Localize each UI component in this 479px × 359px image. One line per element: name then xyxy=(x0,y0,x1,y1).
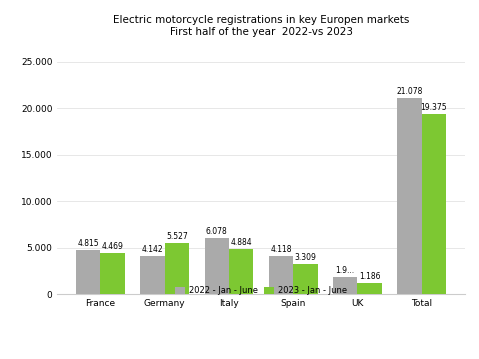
Bar xyxy=(357,283,382,294)
Text: 4.884: 4.884 xyxy=(230,238,252,247)
Text: 4.118: 4.118 xyxy=(270,245,292,254)
Text: 4.469: 4.469 xyxy=(102,242,124,251)
Bar xyxy=(229,249,253,294)
Bar xyxy=(76,250,101,294)
Bar xyxy=(101,253,125,294)
Text: 4.815: 4.815 xyxy=(78,239,99,248)
Text: 21.078: 21.078 xyxy=(396,87,422,96)
Text: 1.9...: 1.9... xyxy=(336,266,355,275)
Bar xyxy=(397,98,422,294)
Title: Electric motorcycle registrations in key Europen markets
First half of the year : Electric motorcycle registrations in key… xyxy=(113,15,409,37)
Text: 6.078: 6.078 xyxy=(206,227,228,236)
Bar xyxy=(293,264,318,294)
Bar xyxy=(165,243,189,294)
Legend: 2022 - Jan - June, 2023 - Jan - June: 2022 - Jan - June, 2023 - Jan - June xyxy=(175,286,347,295)
Bar xyxy=(422,114,446,294)
Text: 1.186: 1.186 xyxy=(359,272,380,281)
Text: 5.527: 5.527 xyxy=(166,232,188,241)
Bar xyxy=(205,238,229,294)
Text: 3.309: 3.309 xyxy=(295,253,316,262)
Bar xyxy=(333,277,357,294)
Bar xyxy=(269,256,293,294)
Bar xyxy=(140,256,165,294)
Text: 4.142: 4.142 xyxy=(142,245,163,254)
Text: 19.375: 19.375 xyxy=(421,103,447,112)
